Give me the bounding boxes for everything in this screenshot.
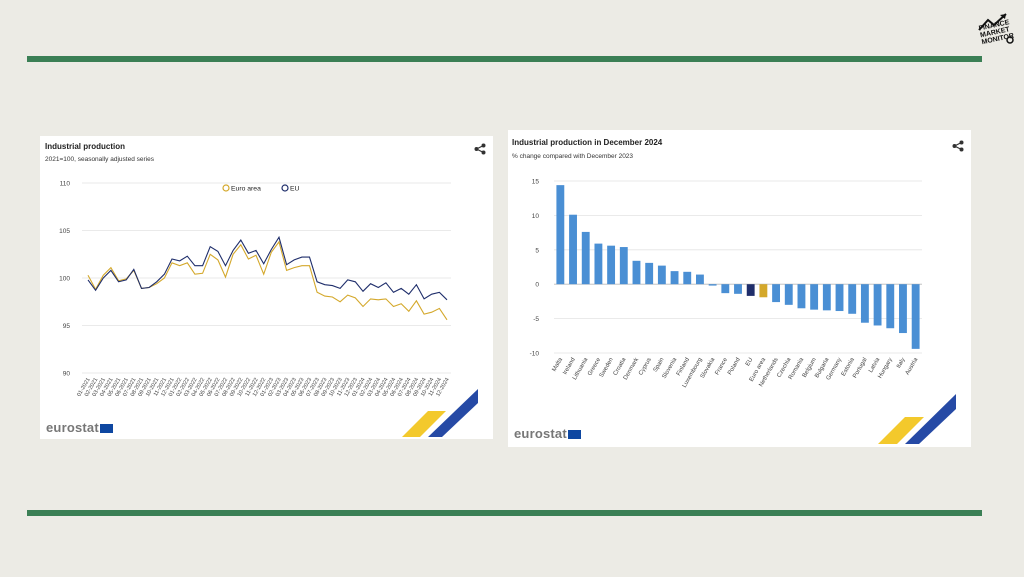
legend-label: Euro area [231, 186, 261, 193]
bar [695, 274, 704, 285]
line-chart: 909510010511001-202102-202103-202104-202… [59, 181, 451, 398]
bar [594, 243, 603, 285]
bar [873, 284, 882, 326]
y-tick-label: 5 [535, 247, 539, 254]
eurostat-chevron-decoration [402, 389, 478, 437]
bar [683, 271, 692, 285]
share-icon[interactable] [952, 140, 964, 152]
eurostat-logo: eurostat [46, 420, 113, 435]
y-tick-label: 10 [532, 213, 540, 220]
bar [657, 265, 666, 285]
bar [899, 284, 907, 334]
series-line-eu [87, 235, 448, 301]
x-tick-label: Cyprus [638, 357, 653, 376]
y-tick-label: 95 [63, 323, 71, 330]
bar [759, 284, 768, 298]
bar [848, 284, 857, 314]
bar [632, 260, 641, 285]
series-line-euro-area [87, 240, 448, 321]
bar [645, 262, 654, 285]
y-tick-label: 100 [59, 276, 70, 283]
y-tick-label: 105 [59, 228, 70, 235]
y-tick-label: -5 [533, 316, 539, 323]
legend-label: EU [290, 186, 300, 193]
finance-market-monitor-logo: FINANCE MARKET MONITOR [976, 12, 1018, 48]
bottom-green-stripe [27, 510, 982, 516]
bar [772, 284, 781, 303]
bar [860, 284, 869, 323]
eu-flag-icon [99, 424, 113, 434]
legend-marker [222, 184, 230, 192]
chart-subtitle: % change compared with December 2023 [512, 153, 634, 160]
x-tick-label: Italy [896, 357, 907, 370]
bar [911, 284, 920, 349]
bar [822, 284, 831, 311]
legend-marker [281, 184, 289, 192]
y-tick-label: 110 [60, 181, 71, 188]
bar [746, 284, 755, 296]
chart-subtitle: 2021=100, seasonally adjusted series [45, 156, 154, 163]
bar-chart-panel: Industrial production in December 2024 %… [508, 130, 971, 447]
x-tick-label: Austria [905, 356, 920, 376]
bar [835, 284, 844, 312]
bar [569, 214, 577, 285]
bar [670, 271, 679, 285]
share-icon[interactable] [474, 143, 486, 155]
y-tick-label: -10 [530, 351, 540, 358]
bar [619, 247, 628, 285]
eurostat-chevron-decoration [878, 394, 956, 444]
bar-chart: -10-5051015MaltaIrelandLithuaniaGreeceSw… [530, 179, 922, 389]
line-chart-panel: Industrial production 2021=100, seasonal… [40, 136, 493, 439]
x-tick-label: Poland [727, 357, 742, 376]
chart-title: Industrial production [45, 142, 125, 151]
bar [607, 245, 616, 285]
bar [556, 185, 565, 285]
x-tick-label: EU [745, 357, 754, 367]
x-tick-label: Malta [552, 356, 565, 372]
x-tick-label: Spain [653, 357, 666, 373]
bar [810, 284, 819, 310]
logo-chart-icon [978, 13, 1014, 44]
bar [721, 284, 730, 294]
y-tick-label: 0 [535, 282, 539, 289]
bar [797, 284, 806, 309]
eurostat-logo: eurostat [514, 426, 581, 441]
eu-flag-icon [567, 430, 581, 440]
bar [734, 284, 742, 294]
bar [581, 231, 590, 285]
top-green-stripe [27, 56, 982, 62]
bar [708, 284, 717, 286]
bar [784, 284, 793, 305]
chart-title: Industrial production in December 2024 [512, 138, 663, 147]
y-tick-label: 90 [63, 371, 71, 378]
y-tick-label: 15 [532, 179, 540, 186]
bar [886, 284, 895, 329]
